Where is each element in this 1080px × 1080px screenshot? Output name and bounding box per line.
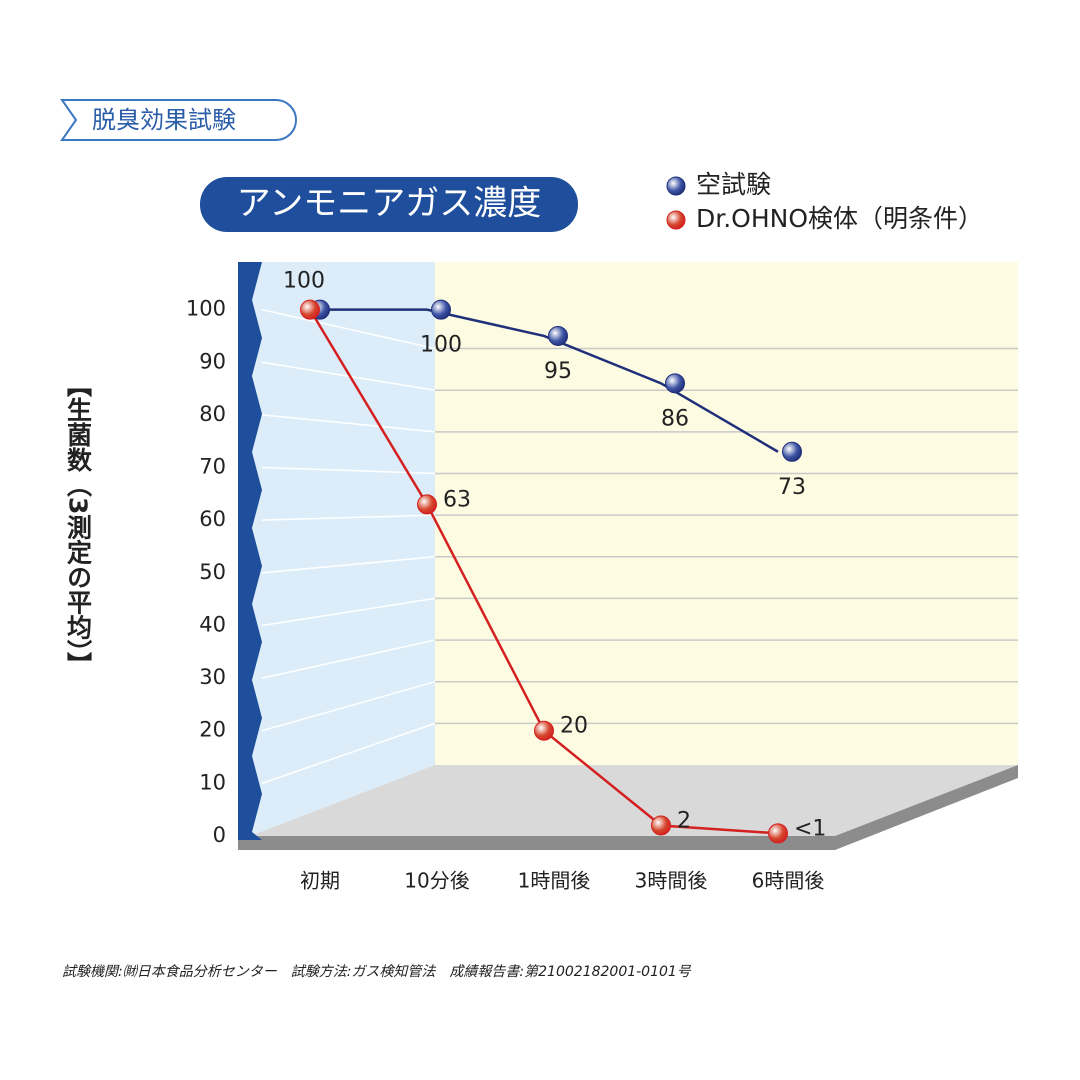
legend-label: 空試験 xyxy=(696,170,771,199)
data-point xyxy=(782,441,802,462)
series-line xyxy=(310,308,779,453)
value-label: 20 xyxy=(560,714,588,739)
grid-line xyxy=(261,722,436,785)
value-label: 100 xyxy=(420,333,462,358)
value-label: 63 xyxy=(443,487,471,512)
value-label: 73 xyxy=(778,475,806,500)
grid-line xyxy=(261,361,436,391)
y-tick-label: 10 xyxy=(199,770,226,794)
y-tick-label: 60 xyxy=(199,507,226,531)
grid-line xyxy=(261,680,436,732)
floor-edge xyxy=(238,765,1018,850)
header-text: 脱臭効果試験 xyxy=(92,106,236,134)
y-tick-label: 40 xyxy=(199,612,226,636)
grid-line xyxy=(261,466,436,475)
data-point xyxy=(665,373,685,394)
value-label: 2 xyxy=(677,808,691,833)
value-label: 86 xyxy=(661,406,689,431)
x-tick-label: 10分後 xyxy=(404,869,469,893)
left-wall xyxy=(250,262,435,836)
y-tick-label: 20 xyxy=(199,718,226,742)
grid-line xyxy=(261,308,436,350)
grid-line xyxy=(261,556,436,574)
chart-title: アンモニアガス濃度 xyxy=(237,184,542,224)
data-point xyxy=(534,720,554,741)
x-tick-label: 初期 xyxy=(300,869,340,893)
x-tick-label: 6時間後 xyxy=(752,869,825,893)
data-point xyxy=(300,299,320,320)
y-axis-label: 【生菌数（3測定の平均）】 xyxy=(64,372,93,677)
value-label: 100 xyxy=(283,269,325,294)
data-point xyxy=(431,299,451,320)
data-point xyxy=(768,823,788,844)
grid-line xyxy=(261,597,436,627)
floor xyxy=(250,765,1018,836)
x-tick-label: 3時間後 xyxy=(635,869,708,893)
value-label: <1 xyxy=(794,816,826,841)
y-tick-label: 30 xyxy=(199,665,226,689)
header-tag xyxy=(60,99,297,141)
legend-marker xyxy=(666,176,686,196)
x-tick-label: 1時間後 xyxy=(518,869,591,893)
grid-line xyxy=(261,639,436,679)
data-point xyxy=(548,325,568,346)
footnote: 試験機関:㈶日本食品分析センター 試験方法:ガス検知管法 成績報告書:第2100… xyxy=(62,964,692,980)
value-label: 95 xyxy=(544,359,572,384)
grid-line xyxy=(261,414,436,433)
axis-strip xyxy=(238,262,262,840)
y-tick-label: 90 xyxy=(199,349,226,373)
y-tick-label: 80 xyxy=(199,402,226,426)
y-tick-label: 0 xyxy=(213,823,226,847)
title-pill xyxy=(200,177,578,232)
legend-marker xyxy=(666,210,686,230)
y-tick-label: 100 xyxy=(186,297,226,321)
data-point xyxy=(651,815,671,836)
y-tick-label: 70 xyxy=(199,455,226,479)
grid-line xyxy=(261,514,436,521)
legend-label: Dr.OHNO検体（明条件） xyxy=(696,204,983,233)
y-tick-label: 50 xyxy=(199,560,226,584)
data-point xyxy=(417,494,437,515)
